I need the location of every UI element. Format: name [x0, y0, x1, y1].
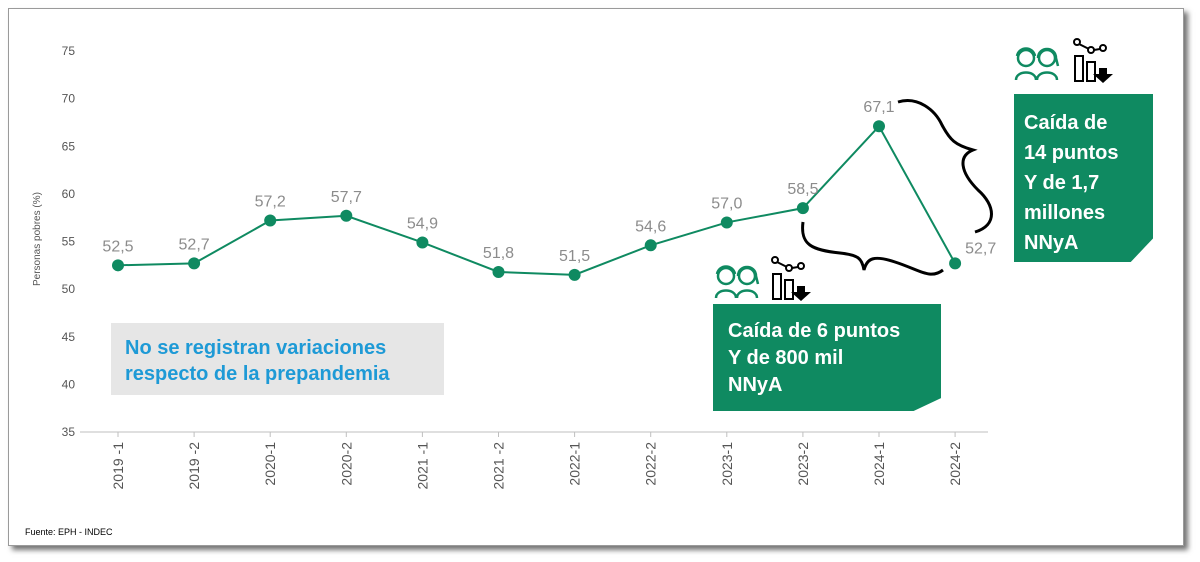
chart-frame	[8, 8, 1184, 546]
y-axis: 35 40 45 50 55 60 65 70 75	[62, 44, 76, 439]
data-label: 54,9	[407, 215, 438, 232]
data-point	[264, 214, 277, 227]
x-tick-label: 2024-2	[947, 442, 963, 486]
data-point	[796, 202, 809, 215]
data-point	[949, 257, 962, 270]
y-axis-label: Personas pobres (%)	[32, 192, 43, 286]
data-point	[873, 120, 885, 133]
source-note: Fuente: EPH - INDEC	[25, 527, 113, 537]
data-point	[416, 236, 429, 249]
brace-small	[801, 221, 944, 276]
series-line-path	[117, 124, 956, 276]
y-tick-label: 75	[62, 44, 76, 58]
x-tick-label: 2021 -1	[414, 442, 430, 490]
children-icon	[714, 265, 760, 299]
data-label: 67,1	[863, 99, 894, 116]
y-tick-label: 40	[62, 377, 76, 391]
brace-large	[897, 99, 993, 234]
data-point	[112, 259, 124, 272]
data-label: 51,5	[559, 248, 590, 265]
x-tick-label: 2020-1	[262, 442, 278, 486]
x-tick-label: 2023-1	[719, 442, 735, 486]
note-box: No se registran variaciones respecto de …	[111, 323, 444, 395]
x-tick-label: 2022-1	[567, 442, 583, 486]
data-point	[188, 257, 201, 270]
y-tick-label: 70	[62, 92, 76, 106]
y-tick-label: 60	[62, 187, 76, 201]
data-label: 52,7	[965, 240, 996, 257]
x-tick-label: 2024-1	[871, 442, 887, 486]
y-tick-label: 50	[62, 282, 76, 296]
series-line: 52,5 52,7 57,2 57,7 54,9 51,8 51,5 54,6 57,0 58,5…	[102, 99, 996, 281]
y-tick-label: 35	[62, 425, 76, 439]
data-label: 57,2	[255, 194, 286, 211]
data-label: 57,0	[711, 195, 742, 212]
children-icon	[1014, 47, 1060, 81]
note-text: No se registran variaciones respecto de …	[125, 337, 390, 385]
y-tick-label: 45	[62, 330, 76, 344]
data-label: 58,5	[787, 181, 818, 198]
data-label: 52,5	[102, 238, 133, 255]
data-point	[340, 209, 353, 222]
data-label: 54,6	[635, 218, 666, 235]
callout-14-points: Caída de 14 puntos Y de 1,7 millones NNy…	[1014, 94, 1153, 262]
data-label: 52,7	[179, 236, 210, 253]
x-axis: 2019 -1 2019 -2 2020-1 2020-2 2021 -1 2021 -2…	[110, 432, 963, 489]
data-point	[492, 265, 505, 278]
x-tick-label: 2019 -2	[186, 442, 202, 490]
x-tick-label: 2022-2	[643, 442, 659, 486]
callout-text: Caída de 6 puntos Y de 800 mil NNyA	[728, 320, 901, 396]
braces	[801, 99, 993, 276]
callout-text: Caída de 14 puntos Y de 1,7 millones NNy…	[1024, 112, 1119, 254]
x-tick-label: 2021 -2	[491, 442, 507, 490]
y-tick-label: 55	[62, 235, 76, 249]
x-tick-label: 2023-2	[795, 442, 811, 486]
data-label: 57,7	[331, 189, 362, 206]
data-point	[644, 239, 657, 252]
data-point	[568, 268, 581, 281]
declining-bar-chart-icon	[1073, 38, 1113, 83]
y-tick-label: 65	[62, 139, 76, 153]
x-tick-label: 2019 -1	[110, 442, 126, 490]
data-label: 51,8	[483, 245, 514, 262]
callout-6-points: Caída de 6 puntos Y de 800 mil NNyA	[713, 304, 941, 411]
declining-bar-chart-icon	[771, 256, 811, 301]
x-tick-label: 2020-2	[338, 442, 354, 486]
data-point	[720, 216, 733, 229]
